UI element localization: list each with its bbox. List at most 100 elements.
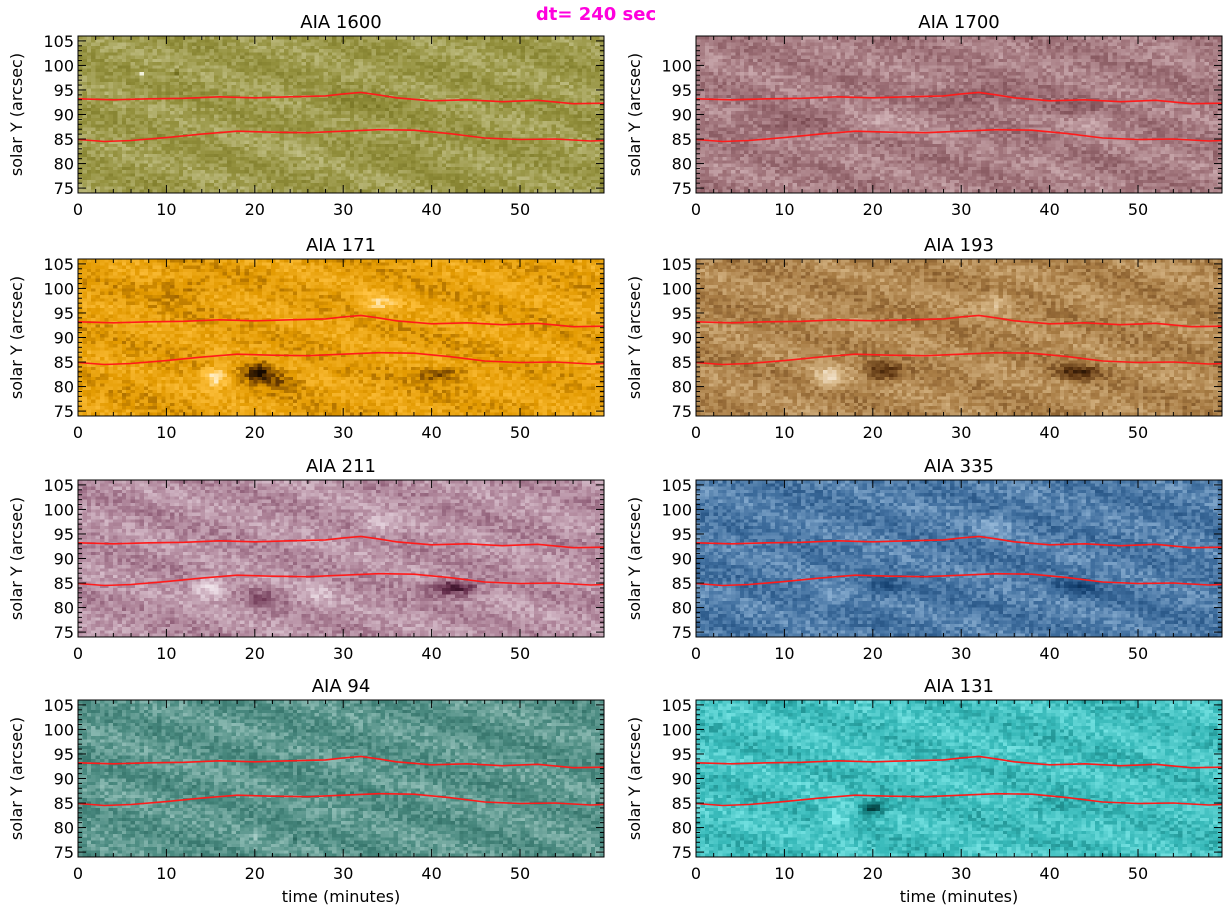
x-tick-label: 30	[951, 423, 971, 442]
y-tick-label: 95	[672, 745, 692, 764]
x-tick-label: 40	[1039, 423, 1059, 442]
x-tick-label: 20	[245, 644, 265, 663]
panel-title: AIA 94	[312, 676, 371, 697]
x-tick-label: 0	[691, 200, 701, 219]
y-tick-label: 90	[672, 106, 692, 125]
x-tick-label: 0	[691, 423, 701, 442]
x-tick-label: 30	[951, 864, 971, 883]
lower-boundary-line	[78, 128, 604, 143]
y-axis-label: solar Y (arcsec)	[7, 717, 26, 840]
y-axis-label: solar Y (arcsec)	[625, 276, 644, 399]
y-tick-label: 85	[54, 130, 74, 149]
x-tick-label: 30	[333, 423, 353, 442]
x-tick-label: 10	[774, 423, 794, 442]
y-tick-label: 105	[661, 696, 692, 715]
x-tick-label: 10	[156, 644, 176, 663]
x-tick-label: 40	[1039, 864, 1059, 883]
y-tick-label: 85	[54, 353, 74, 372]
panel-7: 0 10 20 30 40 50 75 80 85 90 95 100 105 AIA 131 solar …	[625, 676, 1223, 906]
x-tick-label: 50	[1128, 200, 1148, 219]
heatmap-image	[78, 480, 604, 637]
x-tick-label: 20	[863, 200, 883, 219]
x-tick-label: 40	[421, 864, 441, 883]
upper-boundary-line	[696, 755, 1222, 769]
x-tick-label: 40	[421, 423, 441, 442]
y-tick-label: 90	[672, 329, 692, 348]
y-tick-label: 105	[661, 476, 692, 495]
panel-1: 0 10 20 30 40 50 75 80 85 90 95 100 AIA 1700 solar Y …	[625, 12, 1223, 219]
y-tick-label: 105	[43, 255, 74, 274]
heatmap-image	[696, 259, 1222, 416]
x-tick-label: 30	[333, 200, 353, 219]
y-tick-label: 95	[672, 525, 692, 544]
x-axis-label: time (minutes)	[900, 887, 1018, 906]
y-tick-label: 85	[672, 130, 692, 149]
y-tick-label: 95	[54, 81, 74, 100]
x-tick-label: 20	[863, 644, 883, 663]
y-tick-label: 75	[54, 402, 74, 421]
x-tick-label: 0	[73, 864, 83, 883]
y-axis-label: solar Y (arcsec)	[7, 276, 26, 399]
x-tick-label: 0	[73, 644, 83, 663]
panel-title: AIA 171	[306, 235, 376, 256]
x-tick-label: 10	[156, 423, 176, 442]
heatmap-image	[78, 36, 604, 193]
y-tick-label: 85	[672, 353, 692, 372]
x-tick-label: 10	[156, 200, 176, 219]
y-tick-label: 90	[54, 550, 74, 569]
panel-3: 0 10 20 30 40 50 75 80 85 90 95 100 105 AIA 193 solar …	[625, 235, 1223, 442]
x-tick-label: 20	[863, 423, 883, 442]
y-tick-label: 95	[54, 745, 74, 764]
y-tick-label: 95	[54, 525, 74, 544]
x-tick-label: 50	[510, 200, 530, 219]
upper-boundary-line	[78, 91, 604, 105]
y-tick-label: 105	[43, 476, 74, 495]
x-tick-label: 20	[863, 864, 883, 883]
y-tick-label: 105	[43, 696, 74, 715]
x-tick-label: 50	[510, 864, 530, 883]
y-tick-label: 100	[661, 720, 692, 739]
x-tick-label: 0	[73, 423, 83, 442]
upper-boundary-line	[696, 314, 1222, 328]
x-tick-label: 10	[774, 200, 794, 219]
heatmap-image	[696, 700, 1222, 857]
lower-boundary-line	[696, 351, 1222, 366]
lower-boundary-line	[78, 572, 604, 587]
y-tick-label: 95	[672, 81, 692, 100]
y-tick-label: 100	[43, 279, 74, 298]
x-tick-label: 50	[510, 644, 530, 663]
y-tick-label: 100	[661, 279, 692, 298]
x-tick-label: 20	[245, 423, 265, 442]
panel-title: AIA 1700	[918, 12, 999, 33]
panel-title: AIA 1600	[300, 12, 381, 33]
y-tick-label: 85	[672, 574, 692, 593]
x-tick-label: 50	[1128, 644, 1148, 663]
y-tick-label: 85	[54, 574, 74, 593]
x-tick-label: 10	[774, 864, 794, 883]
x-tick-label: 10	[156, 864, 176, 883]
upper-boundary-line	[696, 91, 1222, 105]
cadence-annotation: dt= 240 sec	[536, 4, 656, 25]
y-tick-label: 90	[54, 329, 74, 348]
x-tick-label: 0	[691, 644, 701, 663]
lower-boundary-line	[696, 572, 1222, 587]
heatmap-image	[78, 259, 604, 416]
y-tick-label: 100	[661, 500, 692, 519]
y-tick-label: 80	[54, 819, 74, 838]
y-tick-label: 85	[54, 794, 74, 813]
y-tick-label: 80	[672, 155, 692, 174]
x-tick-label: 20	[245, 200, 265, 219]
y-tick-label: 100	[661, 56, 692, 75]
y-axis-label: solar Y (arcsec)	[625, 53, 644, 176]
x-tick-label: 50	[510, 423, 530, 442]
y-tick-label: 80	[672, 819, 692, 838]
heatmap-image	[78, 700, 604, 857]
lower-boundary-line	[696, 792, 1222, 807]
x-axis-label: time (minutes)	[282, 887, 400, 906]
lower-boundary-line	[78, 351, 604, 366]
panel-title: AIA 335	[924, 456, 994, 477]
y-tick-label: 100	[43, 500, 74, 519]
y-tick-label: 95	[672, 304, 692, 323]
y-tick-label: 90	[672, 550, 692, 569]
